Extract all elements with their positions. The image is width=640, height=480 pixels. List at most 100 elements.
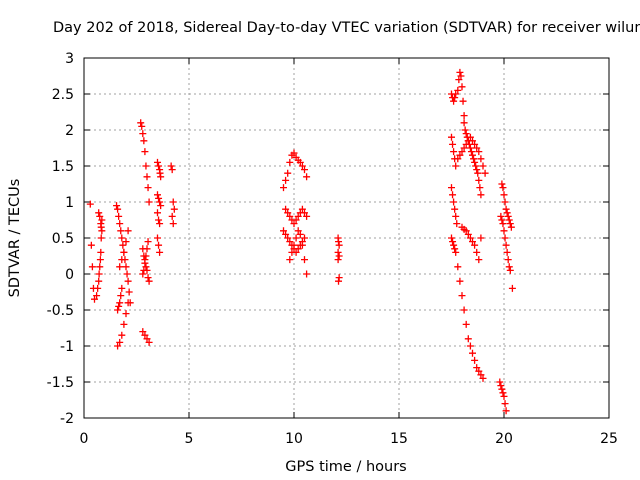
x-tick-label: 15 bbox=[390, 431, 408, 447]
data-point bbox=[116, 299, 124, 307]
data-point bbox=[95, 270, 103, 278]
data-point bbox=[142, 162, 150, 170]
data-point bbox=[145, 277, 153, 285]
data-point bbox=[477, 155, 485, 163]
data-point bbox=[454, 155, 462, 163]
data-point bbox=[462, 227, 470, 235]
data-point bbox=[119, 241, 127, 249]
data-point bbox=[500, 191, 508, 199]
data-point bbox=[458, 148, 466, 156]
data-point bbox=[452, 162, 460, 170]
data-point bbox=[501, 400, 509, 408]
data-point bbox=[156, 248, 164, 256]
data-point bbox=[456, 277, 464, 285]
data-point bbox=[117, 292, 125, 300]
data-point bbox=[294, 245, 302, 253]
x-tick-label: 20 bbox=[495, 431, 513, 447]
data-point bbox=[118, 331, 126, 339]
data-point bbox=[471, 241, 479, 249]
data-point bbox=[143, 245, 151, 253]
data-point bbox=[477, 191, 485, 199]
data-point bbox=[507, 223, 515, 231]
data-point bbox=[499, 389, 507, 397]
tick-labels: 0 5 10 15 20 25 -2 -1.5 -1 -0.5 0 0.5 1 1.5 2 2.5 3 bbox=[47, 51, 618, 447]
data-point bbox=[169, 198, 177, 206]
data-point bbox=[460, 119, 468, 127]
data-point bbox=[469, 151, 476, 159]
data-point bbox=[456, 151, 464, 159]
data-point bbox=[452, 90, 460, 98]
grid-lines bbox=[84, 58, 609, 418]
data-point bbox=[456, 68, 464, 76]
data-point bbox=[466, 342, 474, 350]
data-point bbox=[290, 220, 298, 228]
data-point bbox=[125, 288, 133, 296]
data-point bbox=[466, 144, 474, 152]
x-tick-label: 10 bbox=[285, 431, 303, 447]
y-tick-label: -1 bbox=[60, 339, 74, 355]
data-point bbox=[156, 220, 164, 228]
data-point bbox=[502, 241, 510, 249]
data-point bbox=[298, 241, 306, 249]
x-tick-label: 5 bbox=[185, 431, 194, 447]
data-point bbox=[504, 212, 512, 220]
data-point bbox=[506, 220, 514, 228]
data-point bbox=[475, 148, 483, 156]
data-point bbox=[476, 184, 484, 192]
data-point bbox=[462, 320, 470, 328]
data-point bbox=[298, 205, 306, 213]
data-point bbox=[144, 184, 152, 192]
data-point bbox=[500, 392, 508, 400]
data-point bbox=[500, 227, 508, 235]
data-point bbox=[154, 158, 161, 166]
data-point bbox=[471, 356, 479, 364]
data-point bbox=[301, 256, 308, 264]
data-point bbox=[170, 205, 178, 213]
data-point bbox=[335, 252, 343, 260]
y-tick-label: -1.5 bbox=[47, 375, 74, 391]
data-point bbox=[280, 184, 287, 192]
data-point bbox=[168, 166, 176, 174]
data-point bbox=[464, 335, 472, 343]
data-point bbox=[169, 220, 177, 228]
data-point bbox=[503, 248, 511, 256]
data-point bbox=[288, 248, 296, 256]
data-point bbox=[496, 378, 504, 386]
data-point bbox=[282, 176, 290, 184]
data-point bbox=[455, 76, 463, 84]
data-point bbox=[498, 385, 506, 393]
data-point bbox=[303, 173, 311, 181]
data-point bbox=[139, 270, 147, 278]
data-point bbox=[449, 191, 457, 199]
data-point bbox=[139, 328, 147, 336]
data-point bbox=[120, 320, 128, 328]
data-point bbox=[154, 191, 161, 199]
data-point bbox=[479, 162, 487, 170]
data-point bbox=[505, 216, 513, 224]
data-point bbox=[473, 144, 481, 152]
data-point bbox=[475, 176, 483, 184]
data-point bbox=[95, 277, 103, 285]
data-point bbox=[472, 162, 480, 170]
data-point bbox=[117, 227, 125, 235]
data-point bbox=[499, 184, 507, 192]
data-point bbox=[459, 97, 467, 105]
data-point bbox=[504, 256, 512, 264]
plot-frame bbox=[83, 57, 610, 419]
data-point bbox=[334, 248, 342, 256]
data-point bbox=[477, 234, 485, 242]
data-point bbox=[450, 148, 458, 156]
data-point bbox=[144, 238, 152, 246]
data-point bbox=[501, 198, 509, 206]
data-point bbox=[301, 166, 308, 174]
data-point bbox=[501, 234, 509, 242]
data-point bbox=[286, 212, 294, 220]
x-tick-label: 0 bbox=[80, 431, 89, 447]
data-point bbox=[282, 230, 290, 238]
x-axis-label: GPS time / hours bbox=[285, 459, 406, 475]
data-point bbox=[473, 248, 481, 256]
data-point bbox=[143, 173, 151, 181]
data-point bbox=[506, 266, 514, 274]
data-point bbox=[155, 241, 163, 249]
